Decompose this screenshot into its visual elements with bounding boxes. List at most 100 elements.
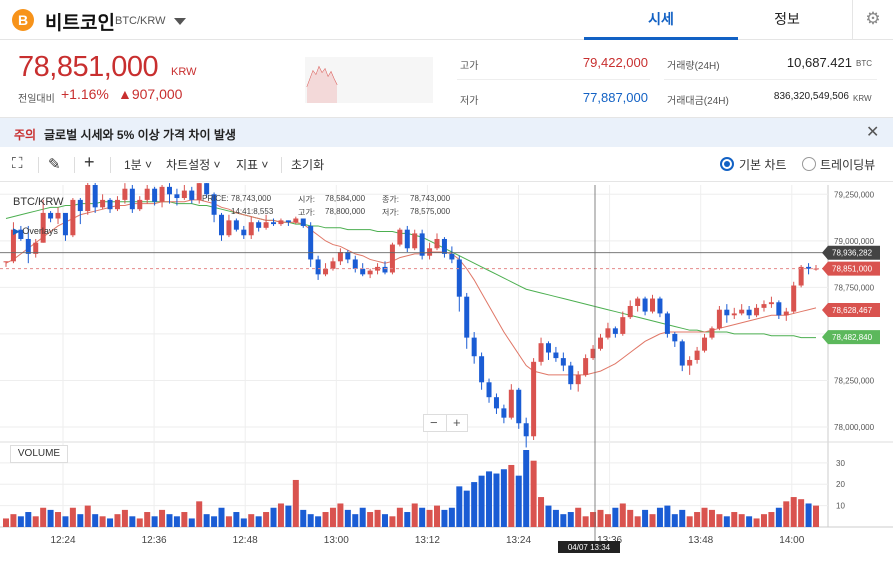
- candle-body: [308, 225, 314, 260]
- candle-body: [575, 374, 581, 385]
- volume-bar: [627, 509, 634, 527]
- zoom-out-button[interactable]: −: [430, 415, 438, 430]
- coin-name[interactable]: 비트코인: [45, 13, 115, 34]
- volume-bar: [545, 505, 552, 527]
- pencil-icon[interactable]: ✎: [48, 156, 61, 173]
- candle-body: [479, 356, 485, 383]
- volume-bar: [478, 475, 485, 527]
- volume-bar: [798, 499, 805, 527]
- volume-bar: [783, 501, 790, 527]
- price-tag: [822, 330, 880, 345]
- coin-pair[interactable]: BTC/KRW: [115, 15, 166, 27]
- volume-bar: [634, 516, 641, 527]
- ohlc-open-label: 시가:: [298, 195, 315, 204]
- candle-body: [672, 333, 678, 342]
- volume-bar: [582, 516, 589, 527]
- chevron-down-icon: ˅: [258, 158, 269, 172]
- candle-body: [553, 352, 559, 359]
- price-tag: [822, 245, 880, 260]
- gear-icon[interactable]: ⚙: [852, 0, 893, 40]
- ohlc-extra: 14:41:8,553: [231, 207, 274, 216]
- indicators-dropdown[interactable]: 지표 ˅: [236, 156, 268, 173]
- volume-bar: [567, 512, 574, 527]
- basic-chart-label[interactable]: 기본 차트: [739, 158, 787, 172]
- volume-unit: BTC: [856, 59, 872, 68]
- notice-text: 글로벌 시세와 5% 이상 가격 차이 발생: [44, 128, 236, 142]
- volume-bar: [367, 512, 374, 527]
- candle-body: [204, 183, 210, 195]
- volume-bar: [196, 501, 203, 527]
- close-icon[interactable]: ✕: [866, 124, 880, 141]
- candle-body: [174, 194, 180, 199]
- candle-body: [248, 222, 254, 236]
- volume-bar: [523, 450, 530, 527]
- volume-bar: [441, 509, 448, 527]
- candle-body: [620, 317, 626, 334]
- low-value: 77,887,000: [582, 90, 648, 105]
- volume-bar: [805, 503, 812, 527]
- volume-bar: [753, 518, 760, 527]
- chevron-down-icon: ˅: [210, 158, 221, 172]
- volume-bar: [686, 516, 693, 527]
- interval-dropdown[interactable]: 1분 ˅: [124, 156, 152, 173]
- reset-button[interactable]: 초기화: [291, 158, 325, 172]
- change-rate: +1.16%: [61, 86, 109, 102]
- candle-body: [397, 229, 403, 245]
- tradingview-label[interactable]: 트레이딩뷰: [820, 158, 876, 172]
- x-tick-label: 12:24: [50, 535, 75, 546]
- candle-body: [798, 266, 804, 286]
- volume-bar: [17, 516, 24, 527]
- x-tick-label: 13:12: [415, 535, 440, 546]
- fullscreen-icon[interactable]: ⛶: [12, 155, 23, 172]
- candle-body: [241, 229, 247, 236]
- price-chart[interactable]: 79,250,00079,000,00078,750,00078,500,000…: [0, 183, 893, 561]
- candle-body: [434, 238, 440, 249]
- candle-body: [62, 212, 68, 236]
- tab-quote[interactable]: 시세: [584, 0, 738, 40]
- tradingview-radio[interactable]: [802, 157, 816, 171]
- volume-bar: [426, 509, 433, 527]
- basic-chart-radio[interactable]: [720, 157, 734, 171]
- volume-bar: [768, 512, 775, 527]
- volume-bar: [493, 473, 500, 527]
- volume-bar: [307, 514, 314, 527]
- candle-body: [449, 253, 455, 260]
- tab-info[interactable]: 정보: [774, 11, 800, 27]
- volume-bar: [434, 505, 441, 527]
- price-unit: KRW: [171, 66, 197, 78]
- volume-value: 10,687.421: [786, 55, 852, 70]
- candle-body: [687, 359, 693, 366]
- volume-bar: [322, 512, 329, 527]
- y-tick-label: 79,250,000: [834, 190, 875, 199]
- divider: [664, 79, 877, 80]
- volume-bar: [129, 516, 136, 527]
- chevron-down-icon: ˅: [141, 158, 153, 172]
- sparkline: [305, 57, 433, 103]
- candle-body: [754, 307, 760, 316]
- candle-body: [107, 199, 113, 210]
- volume-bar: [790, 497, 797, 527]
- x-tick-label: 13:36: [597, 535, 622, 546]
- volume-bar: [538, 497, 545, 527]
- candle-body: [337, 252, 343, 262]
- candle-body: [568, 365, 574, 385]
- candle-body: [300, 218, 306, 226]
- volume-bar: [10, 514, 17, 527]
- change-amount: ▲907,000: [118, 86, 183, 102]
- crosshair-icon[interactable]: +: [84, 152, 95, 172]
- candle-body: [189, 190, 195, 200]
- volume-bar: [107, 518, 114, 527]
- candle-body: [144, 188, 150, 200]
- price-tag-label: 78,851,000: [832, 265, 873, 274]
- overlays-toggle[interactable]: ▶ Overlays: [13, 226, 58, 237]
- volume-bar: [337, 503, 344, 527]
- zoom-in-button[interactable]: +: [453, 415, 461, 430]
- candle-body: [219, 214, 225, 236]
- chart-settings-dropdown[interactable]: 차트설정 ˅: [166, 156, 221, 173]
- chevron-down-icon[interactable]: [174, 18, 186, 25]
- y-tick-label: 78,000,000: [834, 423, 875, 432]
- volume-bar: [419, 507, 426, 527]
- candle-body: [627, 305, 633, 318]
- candle-body: [679, 341, 685, 366]
- volume-bar: [679, 509, 686, 527]
